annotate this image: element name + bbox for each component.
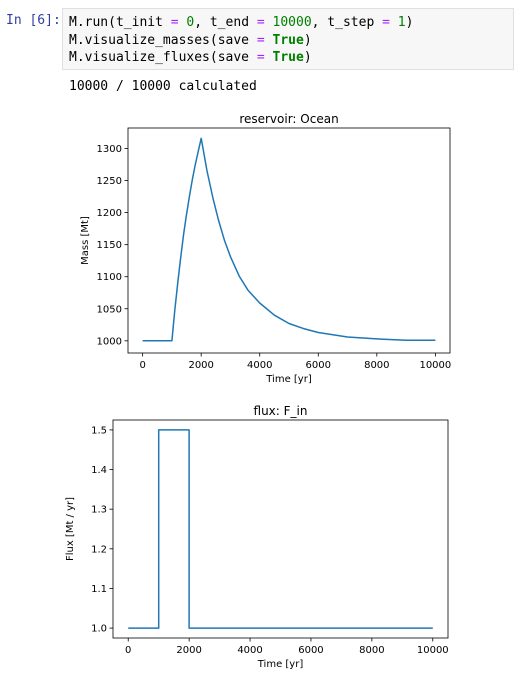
x-tick-label: 10000: [419, 360, 451, 371]
x-tick-label: 2000: [176, 645, 201, 656]
axes-frame: [112, 419, 449, 639]
code-line: M.visualize_fluxes(save = True): [69, 49, 507, 67]
code-line: M.visualize_masses(save = True): [69, 32, 507, 50]
code-token: M.visualize_masses(save: [69, 32, 257, 48]
code-token: [390, 15, 398, 30]
code-token: [265, 15, 273, 30]
x-tick-label: 8000: [364, 360, 389, 371]
y-tick-label: 1.2: [91, 544, 107, 555]
code-token: [265, 33, 273, 48]
y-axis-label: Flux [Mt / yr]: [65, 497, 76, 561]
x-tick-label: 10000: [417, 645, 449, 656]
x-tick-label: 0: [139, 360, 145, 371]
y-tick-label: 1200: [97, 208, 122, 219]
x-tick-label: 2000: [188, 360, 213, 371]
code-token: =: [256, 50, 265, 65]
code-token: , t_step: [311, 15, 383, 30]
y-axis-label: Mass [Mt]: [80, 216, 91, 265]
code-token: ): [303, 50, 312, 65]
cell-output-text: 10000 / 10000 calculated: [69, 79, 257, 94]
code-token: 1: [397, 15, 406, 30]
y-tick-label: 1050: [97, 304, 122, 315]
code-line: M.run(t_init = 0, t_end = 10000, t_step …: [69, 14, 507, 32]
code-token: 0: [186, 15, 195, 30]
code-token: =: [170, 15, 179, 30]
y-tick-label: 1150: [97, 240, 122, 251]
x-tick-label: 6000: [306, 360, 331, 371]
code-token: True: [272, 50, 304, 65]
code-token: True: [272, 32, 304, 48]
code-token: ): [405, 15, 414, 30]
code-token: ): [303, 32, 312, 48]
code-token: M.visualize_fluxes(save: [69, 50, 257, 65]
y-tick-label: 1.5: [91, 425, 107, 436]
mass-plot: 0 2000 4000 6000 8000 10000 1000 1050 1100 1150 12…: [80, 112, 451, 385]
y-tick-label: 1000: [97, 336, 122, 347]
x-axis-label: Time [yr]: [265, 374, 312, 385]
y-tick-label: 1100: [97, 272, 122, 283]
y-tick-label: 1.1: [91, 584, 107, 595]
x-tick-label: 6000: [298, 645, 323, 656]
y-tick-label: 1.3: [91, 505, 107, 516]
series-line: [128, 429, 433, 629]
series-line: [142, 137, 436, 342]
code-token: =: [382, 15, 390, 30]
cell-prompt: In [6]:: [6, 13, 61, 28]
code-token: [265, 50, 273, 65]
code-token: =: [256, 15, 265, 30]
flux-plot: 0 2000 4000 6000 8000 10000 1.0 1.1 1.2 1.3 1.4 1.5…: [65, 404, 449, 670]
code-cell-input[interactable]: M.run(t_init = 0, t_end = 10000, t_step …: [62, 8, 514, 70]
code-token: M.run(t_init: [69, 15, 171, 30]
chart-title: reservoir: Ocean: [239, 112, 338, 126]
axes-frame: [127, 127, 451, 354]
y-tick-label: 1250: [97, 176, 122, 187]
code-token: =: [256, 32, 265, 48]
x-tick-label: 4000: [237, 645, 262, 656]
x-tick-label: 0: [125, 645, 131, 656]
y-tick-label: 1.0: [91, 624, 107, 635]
x-tick-label: 4000: [247, 360, 272, 371]
y-tick-label: 1.4: [91, 465, 107, 476]
y-tick-label: 1300: [97, 144, 122, 155]
x-axis-label: Time [yr]: [257, 659, 304, 670]
chart-title: flux: F_in: [254, 404, 308, 418]
code-token: , t_end: [194, 15, 257, 30]
x-tick-label: 8000: [359, 645, 384, 656]
code-token: 10000: [272, 15, 312, 30]
